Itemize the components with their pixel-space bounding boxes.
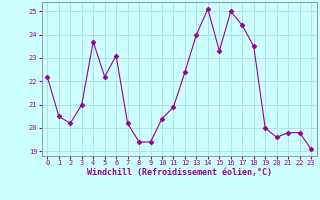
X-axis label: Windchill (Refroidissement éolien,°C): Windchill (Refroidissement éolien,°C) [87, 168, 272, 177]
